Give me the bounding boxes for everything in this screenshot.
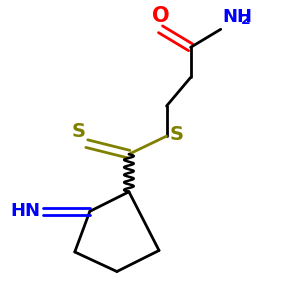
Text: HN: HN <box>10 202 40 220</box>
Text: S: S <box>71 122 85 141</box>
Text: NH: NH <box>222 8 252 26</box>
Text: O: O <box>152 6 169 26</box>
Text: S: S <box>169 125 184 144</box>
Text: 2: 2 <box>241 13 251 27</box>
